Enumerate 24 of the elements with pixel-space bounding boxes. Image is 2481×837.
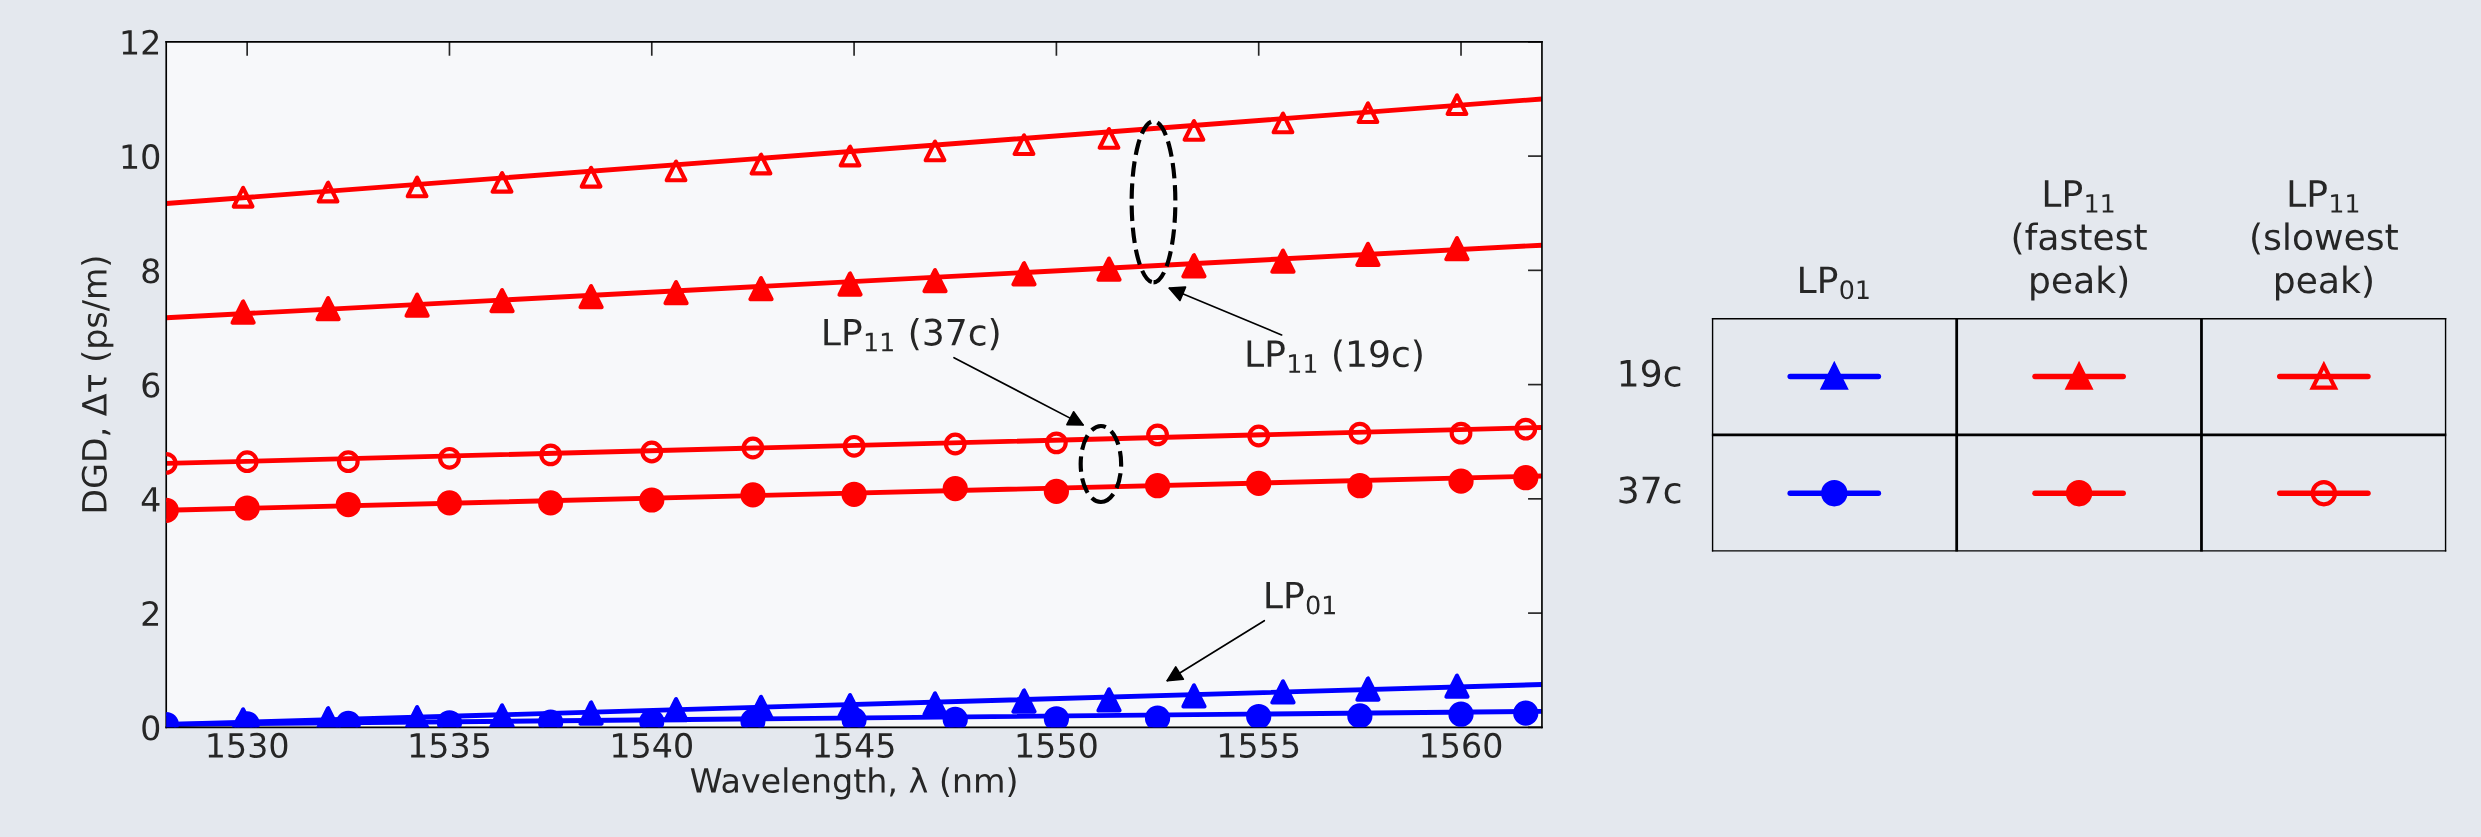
y-tick-label: 6 xyxy=(142,372,160,398)
text: LP$_{11}$ (slowest peak) xyxy=(2252,180,2398,301)
y-tick-label: 10 xyxy=(122,144,160,170)
annotation: LP$_{01}$ xyxy=(1266,581,1335,615)
x-tick-label: 1530 xyxy=(208,732,288,759)
y-tick-label: 12 xyxy=(122,29,159,55)
x-tick-label: 1560 xyxy=(1422,732,1502,759)
text: 19c xyxy=(1620,359,1681,387)
text: LP$_{01}$ xyxy=(1800,266,1869,300)
x-tick-label: 1540 xyxy=(613,732,692,759)
y-axis-title: DGD, Δτ (ps/m) xyxy=(81,257,114,512)
x-tick-label: 1555 xyxy=(1219,733,1299,759)
x-tick-label: 1535 xyxy=(410,732,489,759)
y-tick-label: 2 xyxy=(142,601,159,626)
y-tick-label: 4 xyxy=(141,487,160,512)
annotation: LP$_{11}$ (37c) xyxy=(824,317,999,352)
annotation: LP$_{11}$ (19c) xyxy=(1247,339,1422,373)
x-tick-label: 1550 xyxy=(1017,732,1097,759)
x-tick-label: 1545 xyxy=(815,733,894,759)
text: LP$_{11}$ (fastest peak) xyxy=(2013,180,2147,301)
y-tick-label: 0 xyxy=(142,715,160,741)
y-tick-label: 8 xyxy=(142,258,160,284)
text: 37c xyxy=(1619,476,1681,504)
x-axis-title: Wavelength, λ (nm) xyxy=(690,767,1016,800)
